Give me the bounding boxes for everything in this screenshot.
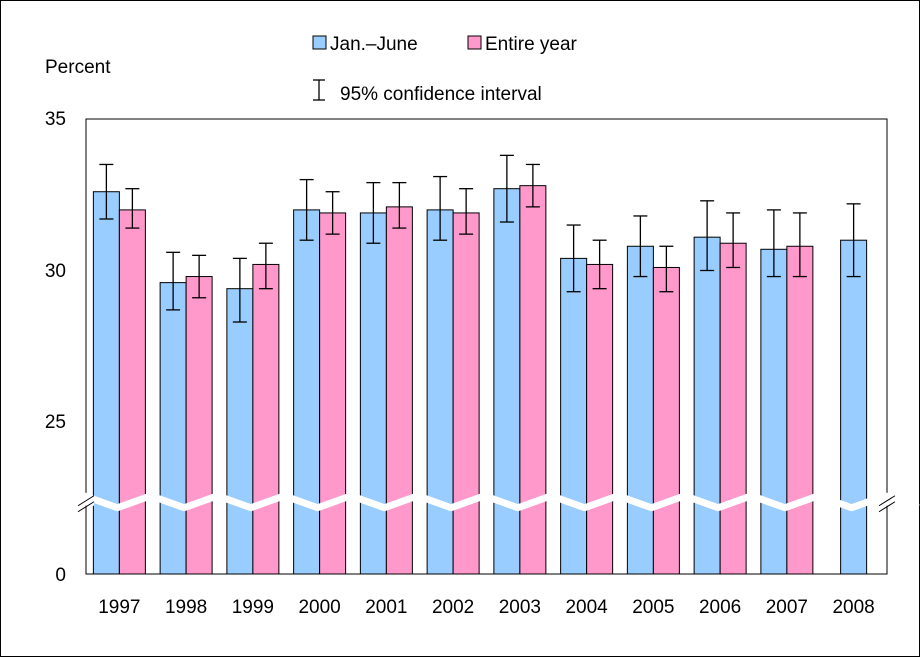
x-tick-label-2004: 2004	[565, 597, 608, 618]
error-bar-jan-june-1997	[99, 163, 114, 220]
legend: Jan.–June Entire year 95% confidence int…	[312, 34, 578, 105]
bar-jan-june-2002	[426, 209, 454, 575]
axis-break-mark-left-1	[77, 495, 95, 507]
error-bar-jan-june-2001	[366, 181, 381, 244]
bar-jan-june-1998	[159, 282, 187, 575]
x-tick-label-2005: 2005	[632, 597, 674, 618]
bar-entire-year-1998	[185, 276, 213, 575]
plot-area	[85, 118, 888, 575]
error-bar-entire-year-2005	[659, 245, 674, 293]
x-tick-label-1997: 1997	[98, 597, 140, 618]
bar-jan-june-2001	[359, 212, 387, 575]
bar-jan-june-2004	[560, 257, 588, 575]
x-tick-label-2008: 2008	[832, 597, 874, 618]
error-bar-entire-year-2000	[325, 191, 340, 235]
error-bar-jan-june-2000	[299, 178, 314, 241]
legend-ci-icon	[313, 79, 325, 101]
bar-entire-year-2003	[519, 185, 547, 575]
x-tick-label-2001: 2001	[365, 597, 407, 618]
axis-break-band	[82, 492, 920, 512]
error-bars-layer	[99, 154, 861, 323]
bar-jan-june-2006	[693, 236, 721, 575]
axis-break-mark-right-1	[878, 495, 896, 507]
y-tick-label-35: 35	[45, 109, 66, 130]
bar-entire-year-2001	[385, 206, 413, 575]
bar-jan-june-2000	[293, 209, 321, 575]
error-bar-jan-june-2004	[566, 224, 581, 293]
bar-entire-year-2007	[786, 245, 814, 575]
bar-jan-june-2003	[493, 188, 521, 575]
y-tick-label-30: 30	[45, 261, 66, 282]
axis-break-mark-right-2	[878, 501, 896, 513]
x-tick-label-2007: 2007	[766, 597, 808, 618]
legend-swatch-jan-june	[312, 35, 327, 50]
bar-entire-year-1999	[252, 263, 280, 575]
error-bar-jan-june-2005	[633, 215, 648, 278]
error-bar-jan-june-2002	[433, 175, 448, 241]
bar-jan-june-2008	[840, 239, 868, 575]
legend-label-ci: 95% confidence interval	[340, 84, 542, 105]
bar-entire-year-2002	[452, 212, 480, 575]
error-bar-jan-june-2006	[700, 200, 715, 272]
bar-jan-june-1999	[226, 288, 254, 575]
bar-jan-june-1997	[92, 191, 120, 575]
y-tick-label-25: 25	[45, 412, 66, 433]
bar-entire-year-2006	[719, 242, 747, 575]
bar-entire-year-2004	[586, 263, 614, 575]
y-tick-label-0: 0	[55, 565, 66, 586]
x-tick-label-2006: 2006	[699, 597, 741, 618]
legend-swatch-entire-year	[467, 35, 482, 50]
error-bar-jan-june-1998	[166, 251, 181, 311]
bar-entire-year-2000	[319, 212, 347, 575]
error-bar-entire-year-2002	[459, 188, 474, 235]
error-bar-jan-june-2007	[766, 209, 781, 278]
axis-break-mark-left-2	[77, 501, 95, 513]
error-bar-entire-year-2003	[525, 163, 540, 208]
bar-entire-year-1997	[118, 209, 146, 575]
x-tick-label-2002: 2002	[432, 597, 474, 618]
legend-label-jan-june: Jan.–June	[330, 34, 418, 55]
error-bar-entire-year-2004	[592, 239, 607, 290]
error-bar-jan-june-2008	[846, 203, 861, 278]
error-bar-entire-year-1998	[192, 254, 207, 299]
error-bar-jan-june-2003	[499, 154, 514, 223]
error-bar-entire-year-1999	[258, 242, 273, 290]
x-tick-label-1999: 1999	[232, 597, 274, 618]
error-bar-entire-year-1997	[125, 188, 140, 229]
x-tick-labels: 1997 1998 1999 2000 2001 2002 2003 2004 2005 2006…	[98, 597, 875, 618]
axis-break	[77, 492, 920, 513]
error-bar-entire-year-2006	[726, 212, 741, 269]
bar-jan-june-2005	[626, 245, 654, 575]
x-tick-label-2000: 2000	[298, 597, 340, 618]
error-bar-jan-june-1999	[232, 257, 247, 323]
y-axis-title: Percent	[45, 57, 111, 78]
error-bar-entire-year-2001	[392, 181, 407, 229]
bars-layer	[92, 185, 868, 575]
x-tick-label-1998: 1998	[165, 597, 207, 618]
bar-jan-june-2007	[760, 248, 788, 575]
error-bar-entire-year-2007	[792, 212, 807, 278]
bar-entire-year-2005	[652, 266, 680, 575]
legend-label-entire-year: Entire year	[485, 34, 578, 55]
x-tick-label-2003: 2003	[499, 597, 541, 618]
